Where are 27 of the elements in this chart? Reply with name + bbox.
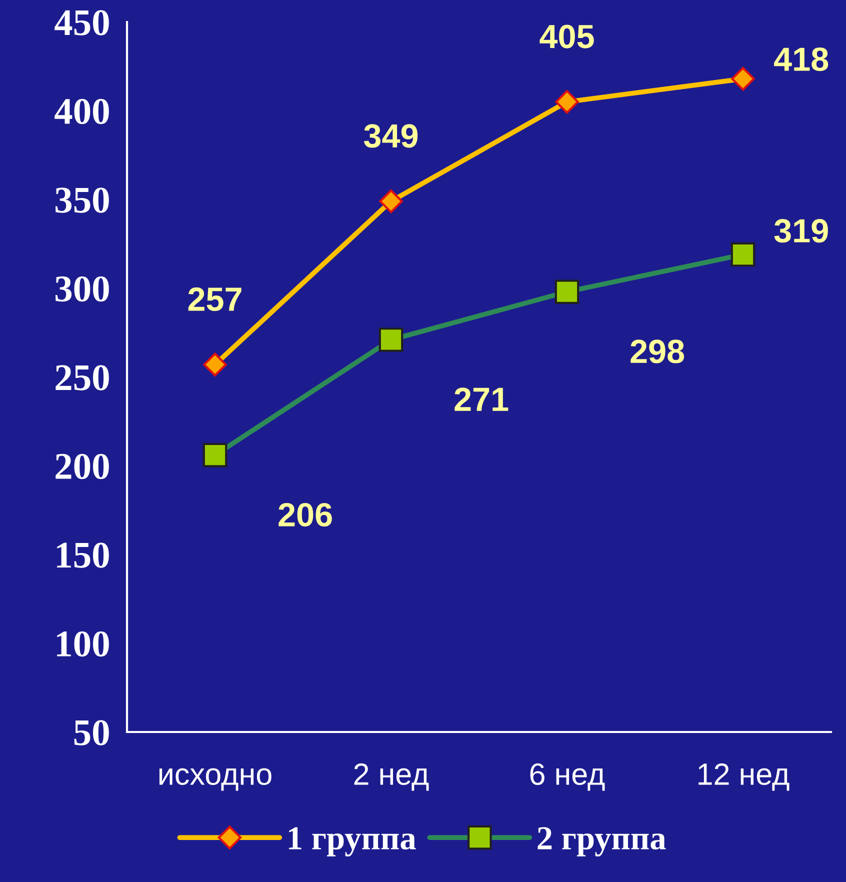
y-tick-label: 350 [55,188,109,213]
data-label: 405 [540,24,594,48]
x-tick-label: 6 нед [530,763,605,791]
y-tick-label: 250 [56,365,109,390]
point [379,189,403,214]
data-label: 319 [774,219,828,243]
y-tick-label: 50 [74,720,109,746]
data-label: 418 [774,47,828,72]
point [203,352,227,376]
y-tick-label: 450 [54,10,109,36]
y-tick-label: 300 [55,276,109,302]
legend-label: 1 группа [289,827,416,856]
x-tick-label: исходно [159,768,272,791]
y-tick-label: 400 [54,98,109,124]
legend-label: 2 группа [538,827,666,856]
y-tick-label: 200 [56,454,109,480]
point [731,66,755,91]
data-label: 257 [188,287,242,312]
data-label: 271 [454,388,508,411]
y-tick-label: 150 [57,542,109,568]
data-label: 206 [278,502,332,527]
point [555,90,579,114]
x-tick-label: 12 нед [698,763,790,791]
y-tick-label: 100 [57,631,109,657]
x-tick-label: 2 нед [354,763,429,791]
data-label: 298 [630,340,684,364]
data-label: 349 [364,124,418,148]
